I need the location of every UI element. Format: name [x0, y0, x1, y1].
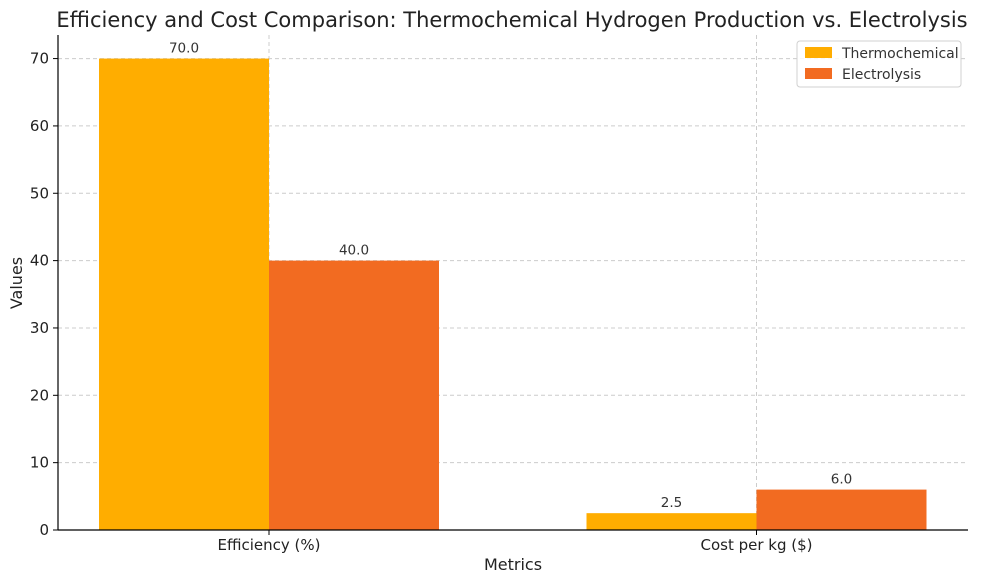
- x-axis-title: Metrics: [484, 555, 542, 574]
- y-tick-label: 50: [30, 184, 49, 202]
- legend-box: [796, 40, 962, 88]
- y-tick-label: 20: [30, 386, 49, 404]
- bar-electrolysis-0: [269, 260, 439, 530]
- ticks: 0 10 20 30 40 50 60 70 Efficiency (%) Cost per kg…: [30, 50, 813, 554]
- y-axis-title: Values: [7, 257, 26, 309]
- x-tick-label: Efficiency (%): [218, 536, 321, 554]
- legend-label-electrolysis: Electrolysis: [842, 67, 921, 83]
- y-tick-label: 70: [30, 50, 49, 68]
- bar-electrolysis-1: [756, 489, 927, 530]
- bar-value-label: 40.0: [339, 243, 369, 259]
- y-tick-label: 10: [30, 454, 49, 472]
- axes: [57, 35, 968, 531]
- bar-value-label: 2.5: [661, 495, 682, 511]
- legend-label-thermochemical: Thermochemical: [841, 46, 959, 62]
- x-tick-label: Cost per kg ($): [700, 536, 812, 554]
- bar-value-labels: 70.0 2.5 40.0 6.0: [169, 41, 852, 512]
- y-tick-label: 60: [30, 117, 49, 135]
- bar-thermochemical-0: [99, 58, 269, 530]
- y-tick-label: 40: [30, 252, 49, 270]
- bar-thermochemical-1: [586, 513, 757, 530]
- y-tick-label: 0: [39, 521, 49, 539]
- legend-swatch-thermochemical: [805, 47, 832, 58]
- legend: Thermochemical Electrolysis: [796, 40, 962, 88]
- chart-title: Efficiency and Cost Comparison: Thermoch…: [56, 8, 967, 32]
- bar-value-label: 70.0: [169, 41, 199, 57]
- y-tick-label: 30: [30, 319, 49, 337]
- bars: [99, 58, 927, 530]
- legend-swatch-electrolysis: [805, 68, 832, 79]
- bar-value-label: 6.0: [831, 472, 852, 488]
